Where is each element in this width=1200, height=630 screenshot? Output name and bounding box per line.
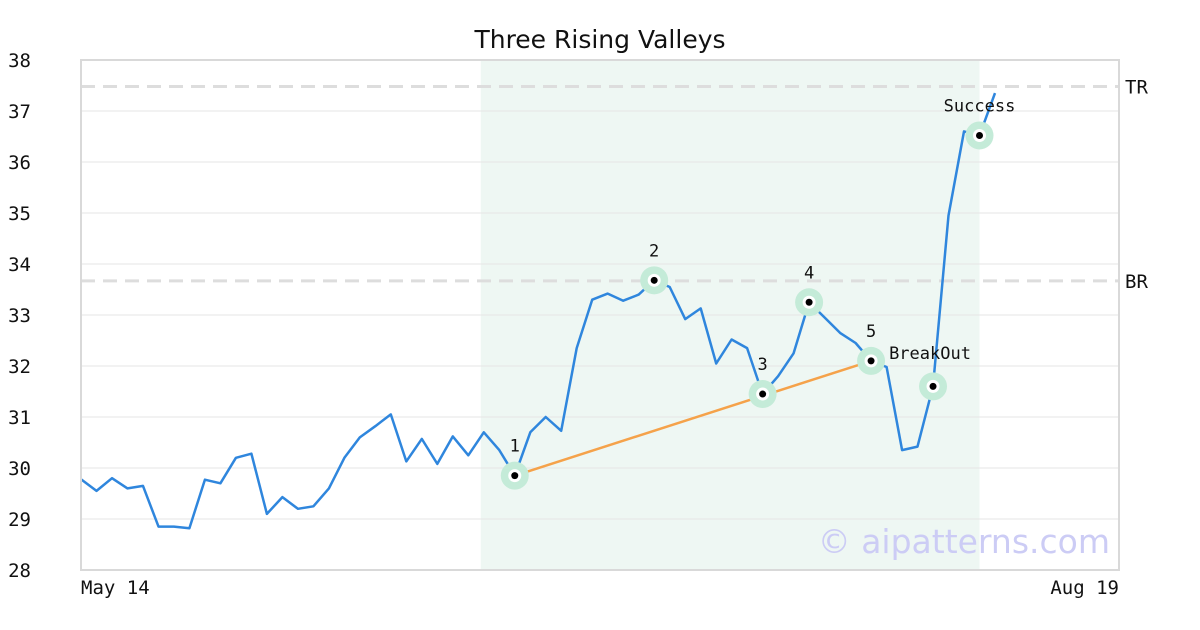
point-label: 2: [649, 241, 659, 261]
annotations: BreakOut Success: [889, 96, 1015, 363]
annotation-label: BreakOut: [889, 344, 971, 364]
point-label: 3: [758, 355, 768, 375]
y-tick-label: 37: [8, 101, 31, 123]
point-dot: [976, 131, 984, 139]
y-tick-label: 33: [8, 305, 31, 327]
y-tick-label: 38: [8, 50, 31, 72]
point-label: 5: [866, 322, 876, 342]
y-tick-label: 35: [8, 203, 31, 225]
annotation-label: Success: [944, 96, 1016, 116]
y-tick-label: 30: [8, 458, 31, 480]
point-dot: [650, 276, 658, 284]
y-tick-label: 29: [8, 509, 31, 531]
point-dot: [759, 390, 767, 398]
pattern-points: 1 2 3 4 5: [500, 121, 994, 490]
point-label: 4: [804, 263, 814, 283]
level-lines: TR BR: [81, 77, 1148, 293]
x-tick-end: Aug 19: [1050, 577, 1119, 599]
trendline: [514, 359, 872, 477]
y-tick-label: 31: [8, 407, 31, 429]
chart-title: Three Rising Valleys: [473, 25, 725, 54]
y-tick-label: 34: [8, 254, 31, 276]
point-dot: [867, 357, 875, 365]
point-dot: [929, 382, 937, 390]
price-line: [80, 92, 997, 530]
watermark: © aipatterns.com: [818, 522, 1110, 561]
point-dot: [805, 298, 813, 306]
level-label: BR: [1125, 271, 1148, 293]
level-label: TR: [1125, 77, 1148, 99]
plot-frame: [80, 59, 1120, 571]
y-tick-label: 36: [8, 152, 31, 174]
x-tick-start: May 14: [81, 577, 150, 599]
point-dot: [511, 472, 519, 480]
point-label: 1: [510, 437, 520, 457]
y-tick-label: 32: [8, 356, 31, 378]
y-axis: 28 29 30 31 32 33 34 35 36 37 38: [8, 50, 31, 582]
y-tick-label: 28: [8, 560, 31, 582]
